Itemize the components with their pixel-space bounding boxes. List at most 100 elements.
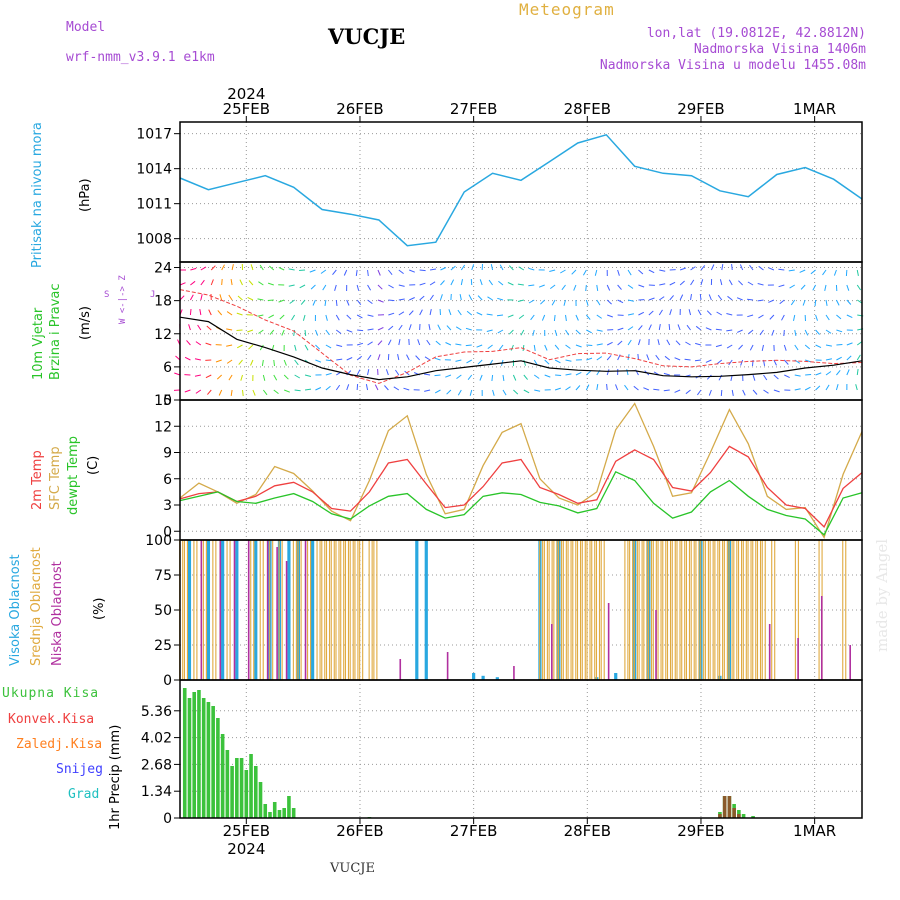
cloud-bar bbox=[344, 539, 350, 681]
wind-arrow bbox=[230, 279, 233, 286]
wind-arrow bbox=[325, 344, 332, 349]
wind-arrow bbox=[699, 293, 702, 301]
wind-arrow bbox=[606, 299, 612, 305]
cloud-bar bbox=[285, 561, 288, 680]
cloud-bar bbox=[761, 539, 766, 681]
wind-arrow bbox=[627, 326, 634, 331]
wind-arrow bbox=[273, 389, 279, 394]
wind-arrow bbox=[355, 269, 358, 276]
wind-arrow bbox=[284, 389, 290, 393]
year-label-bottom: 2024 bbox=[227, 840, 265, 858]
wind-arrow bbox=[466, 310, 473, 316]
wind-arrow bbox=[778, 268, 785, 271]
wind-arrow bbox=[679, 294, 684, 301]
wind-arrow bbox=[659, 269, 666, 272]
wind-arrow bbox=[188, 324, 191, 331]
wind-arrow bbox=[491, 374, 494, 382]
y-tick-label: 100 bbox=[145, 533, 172, 549]
wind-arrow bbox=[440, 280, 445, 286]
wind-arrow bbox=[833, 269, 837, 276]
wind-arrow bbox=[356, 314, 363, 319]
cloud-bar bbox=[614, 673, 618, 680]
wind-arrow bbox=[726, 344, 733, 349]
wind-arrow bbox=[336, 358, 343, 361]
wind-arrow bbox=[633, 385, 639, 391]
wind-arrow bbox=[195, 389, 202, 394]
precip-conv-bar bbox=[718, 814, 722, 818]
wind-arrow bbox=[575, 385, 581, 391]
wind-arrow bbox=[457, 389, 462, 396]
cloud-bar bbox=[657, 539, 662, 681]
wind-arrow bbox=[726, 313, 733, 316]
cloud-bar bbox=[340, 539, 345, 681]
wind-arrow bbox=[356, 299, 362, 306]
wind-arrow bbox=[205, 342, 212, 346]
wind-arrow bbox=[836, 369, 841, 376]
wind-arrow bbox=[607, 314, 613, 318]
wind-arrow bbox=[419, 282, 426, 286]
wind-arrow bbox=[367, 368, 370, 376]
wind-arrow bbox=[565, 359, 572, 362]
wind-arrow bbox=[686, 324, 691, 331]
wind-arrow bbox=[627, 299, 635, 302]
precip-bar bbox=[197, 690, 201, 818]
wind-arrow bbox=[773, 389, 780, 393]
cloud-bar bbox=[221, 540, 225, 680]
wind-arrow bbox=[343, 269, 348, 276]
wind-arrow bbox=[617, 299, 624, 304]
wind-arrow bbox=[419, 309, 423, 316]
model-name: wrf-nmm_v3.9.1 e1km bbox=[66, 50, 215, 65]
cloud-bar bbox=[424, 540, 428, 680]
precip-bar bbox=[249, 754, 253, 818]
wind-arrow bbox=[259, 264, 264, 271]
y-tick-label: 2.68 bbox=[141, 757, 172, 773]
wind-arrow bbox=[804, 344, 811, 350]
cloud-bar bbox=[495, 677, 499, 680]
cloud-bar bbox=[752, 539, 757, 681]
day-label-bottom: 25FEB bbox=[223, 822, 270, 840]
wind-arrow bbox=[706, 310, 712, 316]
cloud-bar bbox=[446, 652, 449, 680]
wind-arrow bbox=[228, 294, 233, 301]
wind-arrow bbox=[544, 374, 551, 378]
wind-arrow bbox=[815, 372, 822, 376]
wind-arrow bbox=[846, 314, 853, 319]
wind-arrow bbox=[544, 344, 548, 351]
wind-arrow bbox=[700, 265, 706, 271]
wind-arrow bbox=[448, 309, 452, 316]
precip-bar bbox=[291, 808, 296, 818]
wind-arrow bbox=[377, 354, 381, 361]
cloud-bar bbox=[259, 539, 264, 681]
cloud-bar bbox=[276, 547, 278, 680]
wind-arrow bbox=[585, 384, 590, 391]
y-tick-label: 1011 bbox=[136, 197, 172, 213]
temp-series-line-1 bbox=[179, 402, 863, 539]
y-tick-label: 3 bbox=[163, 498, 172, 514]
wind-arrow bbox=[679, 280, 685, 286]
wind-arrow bbox=[541, 314, 546, 321]
wind-arrow bbox=[710, 264, 715, 271]
wind-arrow bbox=[398, 284, 405, 287]
wind-arrow bbox=[248, 344, 254, 350]
wind-arrow bbox=[261, 359, 264, 366]
wind-arrow bbox=[520, 329, 525, 336]
wind-arrow bbox=[334, 284, 337, 291]
wind-arrow bbox=[794, 329, 797, 336]
wind-arrow bbox=[242, 389, 244, 397]
wind-arrow bbox=[479, 279, 483, 286]
cloud-bar bbox=[820, 596, 823, 680]
cloud-bar bbox=[307, 539, 312, 681]
y-tick-label: 18 bbox=[154, 294, 172, 310]
wind-arrow bbox=[455, 359, 462, 362]
wind-arrow bbox=[460, 279, 463, 286]
wind-arrow bbox=[487, 344, 493, 349]
panel-frame bbox=[179, 121, 863, 263]
wind-arrow bbox=[513, 389, 519, 395]
precip-conv-bar bbox=[737, 814, 741, 818]
wind-arrow bbox=[502, 374, 505, 381]
wind-arrow bbox=[648, 324, 652, 331]
day-label-bottom: 26FEB bbox=[336, 822, 383, 840]
cloud-bar bbox=[681, 539, 686, 681]
wind-arrow bbox=[325, 385, 331, 391]
wind-arrow bbox=[393, 386, 400, 391]
